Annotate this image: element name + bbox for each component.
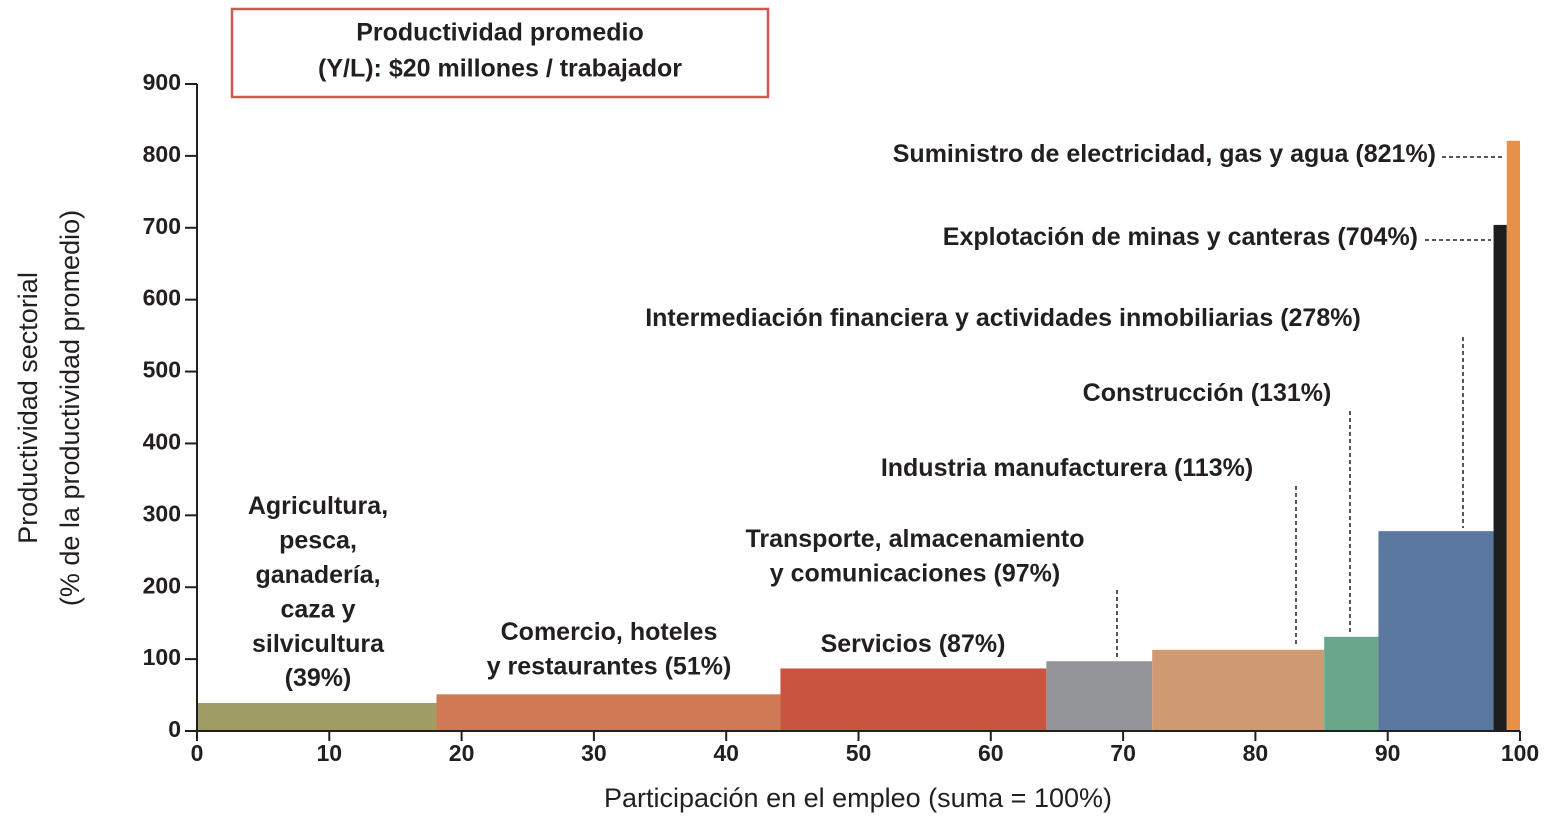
y-tick-label: 0 [168,716,181,742]
x-tick-label: 50 [846,740,872,766]
y-tick-label: 300 [143,500,181,526]
y-tick-label: 100 [143,644,181,670]
y-tick-label: 600 [143,285,181,311]
category-label: y restaurantes (51%) [487,652,732,680]
category-label: y comunicaciones (97%) [770,559,1060,587]
category-label: Construcción (131%) [1083,379,1332,407]
category-label: silvicultura [252,630,385,658]
category-label-line: Agricultura, [248,492,388,520]
category-label-line: y comunicaciones [770,559,987,587]
bar [436,694,781,731]
category-label: Industria manufacturera (113%) [881,454,1253,482]
x-tick-label: 80 [1243,740,1269,766]
category-label-line: Construcción [1083,379,1244,407]
value-label: (131%) [1251,379,1332,407]
value-label: (97%) [994,559,1061,587]
bar [1152,649,1325,731]
value-label-space [1330,223,1337,251]
x-tick-label: 10 [317,740,343,766]
y-tick-label: 200 [143,572,181,598]
category-label-line: Intermediación financiera y actividades … [645,304,1273,332]
annotation: (Y/L): $20 millones / trabajador [318,55,682,83]
category-label: Agricultura, [248,492,388,520]
bar [780,668,1047,731]
category-label-line: Industria manufacturera [881,454,1168,482]
category-label-line: Comercio, hoteles [501,618,718,646]
x-axis-title: Participación en el empleo (suma = 100%) [604,783,1112,813]
value-label-space [658,652,665,680]
value-label-space [932,630,939,658]
y-tick-label: 700 [143,213,181,239]
category-label: Suministro de electricidad, gas y agua (… [893,140,1436,168]
category-label-line: ganadería, [255,561,380,589]
category-label: Servicios (87%) [821,630,1006,658]
category-label: pesca, [279,526,357,554]
y-axis-title: (% de la productividad promedio) [55,210,85,606]
category-label-line: Transporte, almacenamiento [745,525,1084,553]
x-tick-label: 20 [449,740,475,766]
x-tick-label: 60 [978,740,1004,766]
y-tick-label: 800 [143,141,181,167]
x-tick-label: 90 [1375,740,1401,766]
value-label: (87%) [939,630,1006,658]
value-label: (821%) [1355,140,1436,168]
value-label-space [1167,454,1174,482]
bar [1506,140,1520,731]
category-label-line: Servicios [821,630,932,658]
value-label: (51%) [665,652,732,680]
bar [1046,661,1153,731]
x-tick-label: 70 [1110,740,1136,766]
category-label-line: Suministro de electricidad, gas y agua [893,140,1350,168]
category-label: caza y [280,595,355,623]
category-label-line: silvicultura [252,630,385,658]
value-label: (113%) [1174,454,1253,482]
annotation-box [230,7,770,99]
y-tick-label: 900 [143,69,181,95]
category-label: ganadería, [255,561,380,589]
category-label-line: caza y [280,595,355,623]
y-axis-title: Productividad sectorial [13,272,43,544]
x-tick-label: 40 [713,740,739,766]
value-label-space [1273,304,1280,332]
category-label: Transporte, almacenamiento [745,525,1084,553]
x-tick-label: 0 [191,740,204,766]
category-label-line: Explotación de minas y canteras [943,223,1331,251]
bar [1324,636,1379,731]
value-label-space [987,559,994,587]
value-label-space [1244,379,1251,407]
x-tick-label: 30 [581,740,607,766]
bar [1378,531,1494,731]
category-label: Comercio, hoteles [501,618,718,646]
annotation: Productividad promedio [356,19,644,47]
bar [1493,224,1507,731]
value-label: (39%) [285,664,352,692]
x-tick-label: 100 [1501,740,1539,766]
category-label-line: y restaurantes [487,652,658,680]
y-tick-label: 500 [143,357,181,383]
bar [197,702,437,731]
category-label-line: pesca, [279,526,357,554]
category-label: Explotación de minas y canteras (704%) [943,223,1418,251]
value-label: (704%) [1337,223,1418,251]
y-tick-label: 400 [143,429,181,455]
category-label: Intermediación financiera y actividades … [645,304,1361,332]
value-label-space [1348,140,1355,168]
value-label: (278%) [1280,304,1361,332]
